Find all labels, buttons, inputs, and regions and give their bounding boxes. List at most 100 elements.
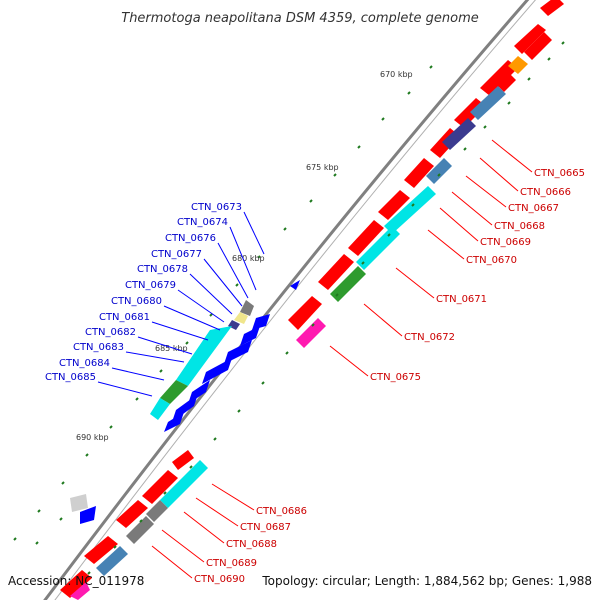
tick-dash <box>35 541 39 545</box>
tick-dash <box>113 545 117 549</box>
tick-dash <box>159 369 163 373</box>
tick-dash <box>335 293 339 297</box>
leader-line <box>151 321 209 341</box>
tick-dash <box>59 517 63 521</box>
tick-dash <box>411 203 415 207</box>
gene-label-right: CTN_0665 <box>534 168 585 179</box>
gene-label-left: CTN_0680 <box>111 296 162 307</box>
feature <box>96 546 128 576</box>
leader-line <box>177 289 225 323</box>
backbone-inner <box>54 0 537 600</box>
leader-line <box>427 229 465 260</box>
feature <box>126 516 154 544</box>
leader-line <box>151 545 193 579</box>
tick-dash <box>37 509 41 513</box>
gene-label-right: CTN_0688 <box>226 539 277 550</box>
feature <box>404 158 434 188</box>
gene-label-right: CTN_0687 <box>240 522 291 533</box>
backbone-outer <box>43 0 530 600</box>
leader-line <box>97 381 153 397</box>
gene-label-left: CTN_0683 <box>73 342 124 353</box>
tick-dash <box>483 125 487 129</box>
feature <box>442 118 476 150</box>
leader-line <box>203 258 243 307</box>
leader-line <box>491 139 533 173</box>
tick-dash <box>561 41 565 45</box>
tick-dash <box>283 227 287 231</box>
feature <box>60 570 92 598</box>
gene-label-left: CTN_0677 <box>151 249 202 260</box>
feature <box>84 536 118 564</box>
feature <box>224 340 252 364</box>
tick-dash <box>361 261 365 265</box>
tick-label: 685 kbp <box>155 344 188 353</box>
tick-label: 670 kbp <box>380 70 413 79</box>
leader-line <box>465 175 507 208</box>
tick-dash <box>463 147 467 151</box>
gene-label-right: CTN_0690 <box>194 574 245 585</box>
tick-dash <box>139 519 143 523</box>
gene-label-right: CTN_0669 <box>480 237 531 248</box>
tick-dash <box>237 409 241 413</box>
tick-dash <box>381 117 385 121</box>
gene-label-left: CTN_0682 <box>85 327 136 338</box>
feature <box>240 300 254 316</box>
tick-dash <box>257 255 261 259</box>
gene-label-left: CTN_0679 <box>125 280 176 291</box>
feature <box>426 158 452 184</box>
gene-label-left: CTN_0685 <box>45 372 96 383</box>
second-ring-features <box>70 32 552 600</box>
feature <box>146 500 168 522</box>
tick-dash <box>163 491 167 495</box>
leader-line <box>195 497 239 527</box>
tick-dash <box>185 341 189 345</box>
left-label-group: CTN_0673 CTN_0674 CTN_0676 CTN_0677 CTN_0678… <box>45 202 265 397</box>
feature <box>290 280 300 290</box>
reverse-features <box>70 280 300 524</box>
feature <box>160 460 208 508</box>
feature <box>480 60 518 96</box>
tick-dash <box>507 101 511 105</box>
feature <box>540 0 564 16</box>
gene-label-left: CTN_0676 <box>165 233 216 244</box>
feature <box>496 72 516 92</box>
gene-label-right: CTN_0671 <box>436 294 487 305</box>
gene-label-right: CTN_0686 <box>256 506 307 517</box>
leader-line <box>363 303 403 337</box>
tick-dash <box>387 233 391 237</box>
gene-label-left: CTN_0678 <box>137 264 188 275</box>
feature <box>80 506 96 524</box>
tick-dash <box>333 173 337 177</box>
feature <box>172 450 194 470</box>
tick-dash <box>309 199 313 203</box>
leader-line <box>479 157 519 192</box>
leader-line <box>125 351 185 363</box>
tick-dashes <box>13 41 565 575</box>
gene-label-left: CTN_0674 <box>177 217 228 228</box>
leader-line <box>161 529 205 563</box>
tick-dash <box>261 381 265 385</box>
feature <box>318 254 354 290</box>
leader-line <box>111 367 165 381</box>
gene-label-left: CTN_0684 <box>59 358 110 369</box>
tick-dash <box>213 437 217 441</box>
tick-dash <box>407 91 411 95</box>
feature <box>348 220 384 256</box>
tick-label: 675 kbp <box>306 163 339 172</box>
feature <box>378 190 410 220</box>
feature <box>524 32 552 60</box>
feature <box>288 296 322 330</box>
feature <box>296 318 326 348</box>
feature <box>172 394 198 422</box>
gene-label-left: CTN_0673 <box>191 202 242 213</box>
leader-line <box>211 483 255 511</box>
tick-dash <box>209 313 213 317</box>
gene-label-right: CTN_0667 <box>508 203 559 214</box>
feature <box>160 380 188 404</box>
gene-label-right: CTN_0668 <box>494 221 545 232</box>
feature <box>470 86 506 120</box>
gene-label-right: CTN_0670 <box>466 255 517 266</box>
map-title: Thermotoga neapolitana DSM 4359, complet… <box>121 11 479 26</box>
feature <box>330 266 366 302</box>
